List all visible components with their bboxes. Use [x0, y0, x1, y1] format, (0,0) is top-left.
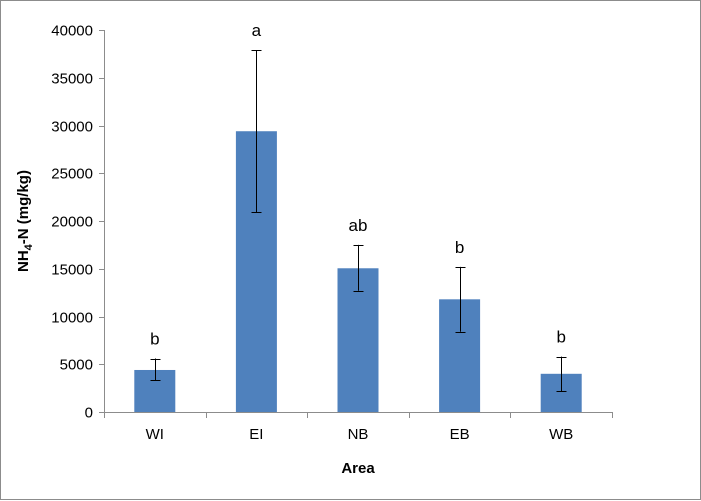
y-tick-label: 15000: [51, 262, 93, 279]
significance-label: b: [150, 330, 159, 349]
significance-label: ab: [349, 216, 368, 235]
y-axis-title: NH4-N (mg/kg): [15, 170, 35, 272]
y-tick-label: 25000: [51, 166, 93, 183]
x-axis-title: Area: [341, 460, 375, 477]
x-tick-label: EI: [249, 426, 263, 443]
bar-wi: [134, 369, 176, 412]
significance-label: b: [556, 328, 565, 347]
x-axis-ticks: WI EI NB EB WB: [104, 412, 613, 443]
y-tick-label: 0: [85, 405, 93, 422]
y-axis-title-subscript: 4: [23, 243, 35, 250]
significance-label: a: [252, 21, 262, 40]
x-tick-label: EB: [450, 426, 470, 443]
y-axis-title-rest: -N (mg/kg): [15, 170, 32, 244]
y-tick-label: 35000: [51, 71, 93, 88]
y-tick-label: 10000: [51, 310, 93, 327]
significance-label: b: [455, 238, 464, 257]
y-tick-label: 40000: [51, 23, 93, 40]
y-axis-title-main: NH: [15, 250, 32, 272]
significance-labels: b a ab b b: [150, 21, 566, 348]
error-bars: [150, 50, 567, 392]
x-tick-label: WI: [146, 426, 164, 443]
x-tick-label: NB: [348, 426, 369, 443]
y-tick-label: 5000: [60, 357, 93, 374]
y-axis-ticks: 0 5000 10000 15000 20000 25000 30000 35000 40000: [51, 23, 104, 422]
y-tick-label: 20000: [51, 214, 93, 231]
y-tick-label: 30000: [51, 119, 93, 136]
x-tick-label: WB: [549, 426, 573, 443]
bar-nb: [337, 268, 379, 412]
bar-eb: [439, 299, 481, 412]
